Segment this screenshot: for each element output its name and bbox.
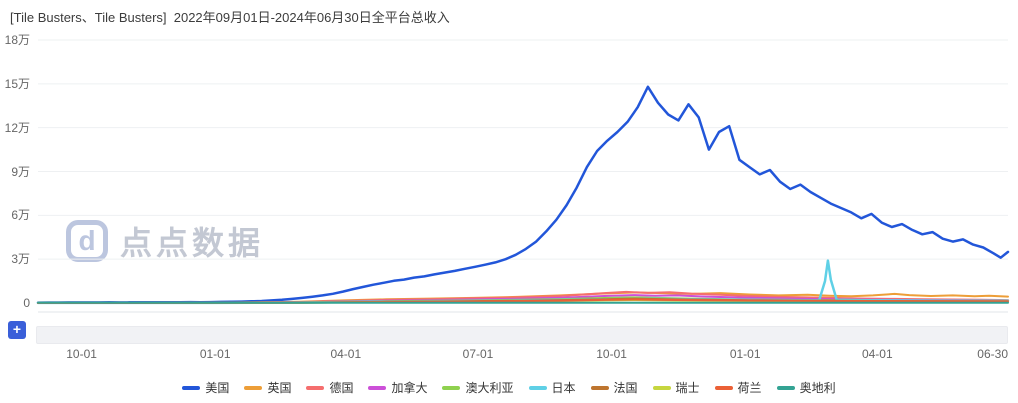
legend-marker-us-icon	[182, 385, 201, 390]
legend-marker-canada-icon	[368, 385, 387, 390]
x-axis-tick-label: 10-01	[66, 347, 97, 361]
y-axis-tick-label: 6万	[11, 208, 30, 223]
legend-label: 英国	[267, 381, 292, 395]
legend-item-germany[interactable]: 德国	[306, 379, 353, 396]
legend-marker-netherlands-icon	[714, 385, 733, 390]
legend-label: 日本	[551, 381, 576, 395]
legend-item-france[interactable]: 法国	[590, 379, 638, 396]
y-axis-tick-label: 9万	[11, 164, 30, 179]
legend-item-canada[interactable]: 加拿大	[368, 379, 427, 396]
legend-marker-austria-icon	[776, 385, 795, 390]
legend-label: 奥地利	[799, 381, 836, 395]
x-axis-tick-label: 01-01	[729, 347, 761, 361]
legend-label: 加拿大	[391, 381, 428, 395]
legend-item-uk[interactable]: 英国	[244, 379, 291, 396]
legend-marker-japan-icon	[528, 385, 547, 390]
chart-title: [Tile Busters、Tile Busters] 2022年09月01日-…	[10, 10, 450, 25]
legend-item-austria[interactable]: 奥地利	[776, 379, 836, 396]
x-axis-tick-label: 01-01	[199, 347, 231, 361]
legend-label: 美国	[205, 381, 230, 395]
legend-marker-switzerland-icon	[652, 385, 671, 390]
x-axis-tick-label: 06-30	[977, 347, 1008, 361]
legend-item-switzerland[interactable]: 瑞士	[652, 379, 700, 396]
legend-marker-australia-icon	[442, 385, 461, 390]
legend-marker-germany-icon	[306, 385, 325, 390]
legend-marker-uk-icon	[244, 385, 263, 390]
zoom-add-button[interactable]: +	[8, 321, 26, 339]
y-axis-tick-label: 0	[23, 296, 30, 310]
legend-item-australia[interactable]: 澳大利亚	[442, 379, 514, 396]
x-axis-tick-label: 04-01	[861, 347, 893, 361]
line-series-us	[36, 85, 1010, 304]
legend: 美国 英国 德国 加拿大 澳大利亚 日本 法国 瑞士 荷兰 奥地利	[0, 379, 1018, 396]
x-axis-tick-label: 04-01	[330, 347, 362, 361]
y-axis-tick-label: 18万	[4, 33, 30, 47]
y-axis-tick-label: 12万	[4, 120, 30, 135]
x-axis-tick-label: 10-01	[596, 347, 627, 361]
legend-label: 德国	[329, 381, 354, 395]
legend-item-us[interactable]: 美国	[182, 379, 229, 396]
legend-label: 荷兰	[737, 381, 762, 395]
legend-label: 法国	[613, 381, 638, 395]
legend-label: 澳大利亚	[465, 381, 514, 395]
x-axis-tick-label: 07-01	[462, 347, 494, 361]
legend-label: 瑞士	[675, 381, 700, 395]
legend-marker-france-icon	[590, 385, 609, 390]
datazoom-slider[interactable]	[36, 326, 1008, 344]
y-axis-tick-label: 3万	[11, 252, 30, 267]
legend-item-japan[interactable]: 日本	[528, 379, 576, 396]
legend-item-netherlands[interactable]: 荷兰	[714, 379, 762, 396]
y-axis-tick-label: 15万	[4, 76, 30, 91]
